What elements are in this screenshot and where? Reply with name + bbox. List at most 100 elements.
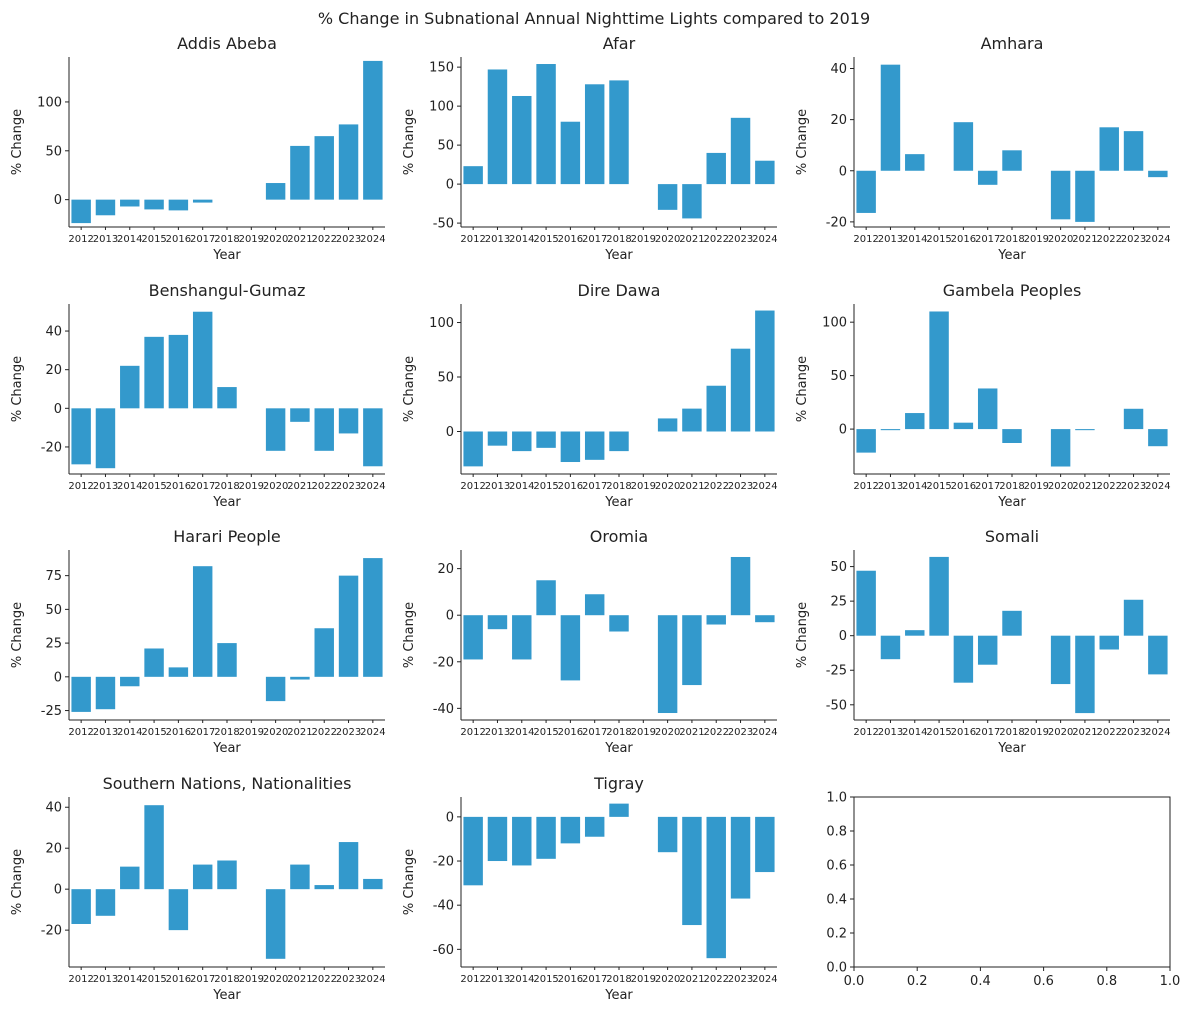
y-tick-label: -60 (433, 943, 454, 958)
bar (584, 594, 605, 616)
subplot-8: Somali-50-250255020122013201420152016201… (795, 527, 1171, 756)
y-tick-label: 0 (839, 423, 847, 438)
x-axis-label: Year (212, 248, 241, 263)
bar (1075, 170, 1095, 222)
x-tick-label: 2012 (68, 974, 93, 985)
bar (314, 885, 334, 890)
bar (905, 413, 925, 430)
bar (290, 145, 310, 200)
bar (1123, 131, 1144, 171)
y-tick-label: 0 (446, 810, 454, 825)
x-tick-label: 2013 (93, 974, 118, 985)
bar (512, 816, 532, 866)
panel-title: Gambela Peoples (943, 281, 1082, 300)
bar (953, 422, 974, 430)
bar (120, 365, 140, 409)
x-tick-label: 2019 (239, 234, 264, 245)
subplot-10: Tigray -60 -40 -20 0 201220132014201520162017… (402, 774, 778, 1003)
bar (512, 95, 532, 185)
bar (168, 889, 189, 931)
bar (338, 124, 359, 200)
bar (1002, 150, 1022, 171)
x-tick-label: 2012 (853, 481, 878, 492)
x-tick-label: 2022 (1097, 234, 1122, 245)
bar (314, 136, 334, 200)
bar (609, 431, 629, 452)
x-tick-label: 2016 (558, 727, 583, 738)
y-tick-label: 75 (45, 569, 62, 584)
bar (929, 556, 949, 636)
x-tick-label: 2024 (752, 727, 777, 738)
bar (706, 152, 726, 185)
x-axis-label: Year (212, 741, 241, 756)
x-tick-label: 2020 (263, 974, 288, 985)
y-tick-label: 0 (54, 670, 62, 685)
bar (487, 69, 508, 185)
bar (144, 648, 164, 677)
y-tick-label: 0.8 (826, 825, 847, 840)
y-axis-label: % Change (795, 109, 810, 175)
x-tick-label: 2019 (631, 727, 656, 738)
x-tick-label: 2024 (752, 481, 777, 492)
x-tick-label: 2014 (117, 974, 142, 985)
bar (977, 170, 998, 185)
bar (560, 431, 581, 463)
y-tick-label: 0.4 (826, 893, 847, 908)
x-tick-label: 2019 (631, 481, 656, 492)
x-tick-label: 2014 (117, 727, 142, 738)
y-tick-label: -50 (826, 698, 847, 713)
bar (487, 816, 508, 862)
x-axis-label: Year (604, 495, 633, 510)
x-tick-label: 2023 (1121, 481, 1146, 492)
x-tick-label: 2024 (1145, 481, 1170, 492)
x-tick-label: 0.6 (1033, 974, 1054, 989)
y-axis-label: % Change (10, 602, 25, 668)
subplot-0: Addis Abeba05010020122013201420152016201… (10, 34, 386, 263)
x-tick-label: 2023 (1121, 234, 1146, 245)
x-tick-label: 2022 (312, 234, 337, 245)
bar (1002, 610, 1022, 636)
bar (905, 154, 925, 171)
bar (682, 816, 702, 926)
bar (1002, 429, 1022, 443)
subplot-11: 0.0 0.2 0.4 0.6 0.8 1.0 0.0 0.2 0.4 0.6 0.8 1.0 (826, 791, 1180, 990)
bar (217, 860, 237, 890)
bar (880, 429, 901, 431)
y-tick-label: -20 (41, 924, 62, 939)
empty-axes-frame (853, 796, 1171, 968)
x-tick-label: 2022 (312, 481, 337, 492)
y-axis-label: % Change (10, 849, 25, 915)
x-tick-label: 2022 (312, 727, 337, 738)
bar (290, 676, 310, 680)
y-tick-label: 100 (429, 316, 454, 331)
bar (609, 615, 629, 632)
y-tick-label: 100 (37, 95, 62, 110)
bar (1050, 170, 1071, 220)
y-tick-label: 0 (839, 164, 847, 179)
bar (512, 615, 532, 660)
y-tick-label: 0 (54, 883, 62, 898)
x-tick-label: 2024 (360, 727, 385, 738)
x-tick-label: 2019 (1024, 481, 1049, 492)
subplot-4: Dire Dawa0501002012201320142015201620172… (402, 281, 778, 510)
bar (192, 566, 213, 677)
panel-title: Addis Abeba (177, 34, 277, 53)
y-tick-label: 25 (830, 595, 847, 610)
bar (265, 889, 286, 959)
x-tick-label: 2023 (728, 727, 753, 738)
bar (95, 676, 116, 710)
y-tick-label: 0 (54, 193, 62, 208)
y-axis-label: % Change (795, 602, 810, 668)
x-axis-label: Year (604, 988, 633, 1003)
x-tick-label: 2015 (141, 727, 166, 738)
x-tick-label: 2022 (704, 727, 729, 738)
bar (71, 408, 91, 465)
x-tick-label: 2021 (679, 481, 704, 492)
x-tick-label: 2019 (631, 974, 656, 985)
x-tick-label: 2023 (336, 974, 361, 985)
bar (560, 121, 581, 185)
x-tick-label: 2020 (655, 974, 680, 985)
x-tick-label: 2015 (926, 481, 951, 492)
x-tick-label: 2017 (975, 481, 1000, 492)
bar (682, 184, 702, 219)
